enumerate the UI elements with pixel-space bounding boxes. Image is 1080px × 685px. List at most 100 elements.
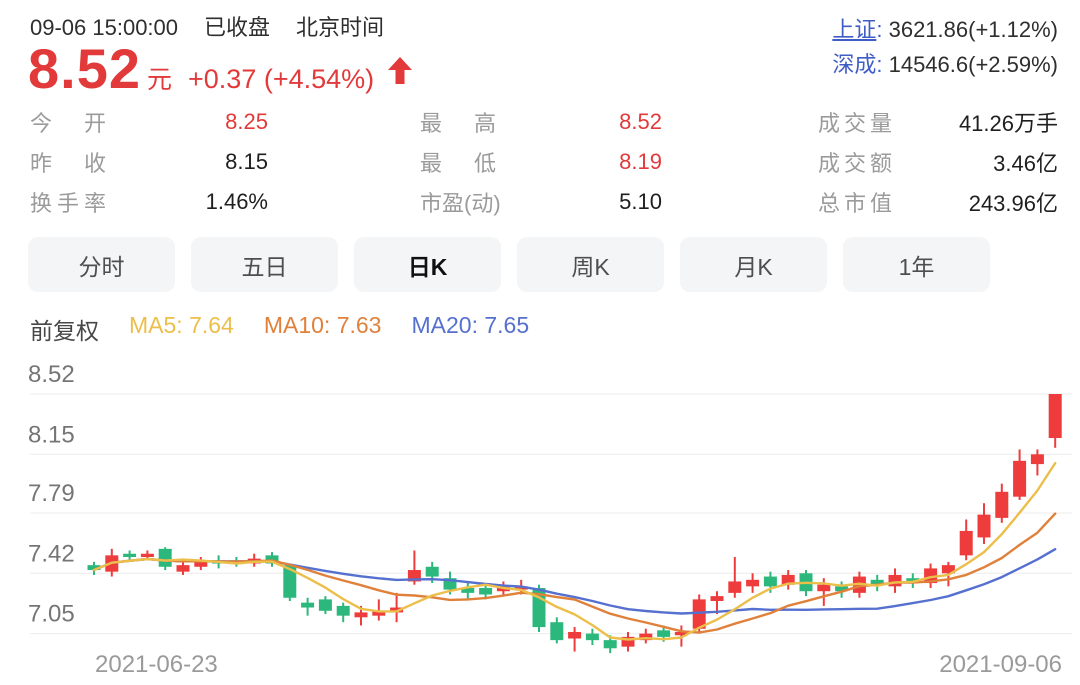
candle-body	[1013, 460, 1027, 497]
stats-column-range: 最高 8.52 最低 8.19 市盈(动) 5.10	[420, 102, 662, 222]
candle-body	[87, 565, 101, 571]
shenzhen-index-value: 14546.6(+2.59%)	[888, 52, 1058, 77]
stat-label: 最低	[420, 151, 496, 176]
stat-value: 243.96亿	[968, 191, 1058, 216]
candle-body	[888, 574, 902, 587]
legend-ma10: MA10: 7.63	[263, 312, 382, 338]
stat-label: 换手率	[30, 191, 106, 216]
candle-body	[407, 570, 421, 582]
candle-body	[461, 587, 475, 593]
candle-body	[1030, 454, 1044, 465]
stat-label: 最高	[420, 111, 496, 136]
stat-row: 总市值 243.96亿	[818, 182, 1058, 222]
shanghai-index-value: 3621.86(+1.12%)	[888, 17, 1058, 42]
chart-legend: 前复权 MA5: 7.64 MA10: 7.63 MA20: 7.65	[30, 312, 529, 346]
stat-label: 成交量	[818, 111, 892, 136]
price-unit: 元	[147, 66, 173, 94]
market-status: 已收盘	[204, 15, 271, 40]
timezone-label: 北京时间	[296, 15, 385, 40]
stat-row: 成交额 3.46亿	[818, 142, 1058, 182]
stat-row: 成交量 41.26万手	[818, 102, 1058, 142]
stat-value: 3.46亿	[993, 151, 1058, 176]
colon: :	[876, 17, 889, 42]
y-axis-tick: 7.05	[28, 601, 75, 628]
stat-label: 市盈(动)	[420, 191, 501, 216]
stat-value: 8.52	[619, 109, 662, 134]
tab-周K[interactable]: 周K	[517, 237, 664, 292]
index-row-shenzhen[interactable]: 深成: 14546.6(+2.59%)	[832, 47, 1058, 82]
candle-body	[781, 574, 795, 585]
stat-row: 市盈(动) 5.10	[420, 182, 662, 222]
y-axis-tick: 8.52	[28, 361, 75, 388]
candle-body	[585, 633, 599, 641]
candle-body	[1048, 394, 1062, 439]
adjust-mode-label[interactable]: 前复权	[30, 318, 99, 344]
candle-body	[692, 599, 706, 629]
candle-body	[870, 579, 884, 585]
stat-label: 今开	[30, 111, 106, 136]
candle-body	[443, 578, 457, 590]
legend-ma20: MA20: 7.65	[411, 312, 530, 338]
stat-row: 今开 8.25	[30, 102, 268, 142]
candle-body	[746, 579, 760, 587]
stats-column-open: 今开 8.25 昨收 8.15 换手率 1.46%	[30, 102, 268, 222]
tab-1年[interactable]: 1年	[843, 237, 990, 292]
tab-五日[interactable]: 五日	[191, 237, 338, 292]
tab-分时[interactable]: 分时	[28, 237, 175, 292]
candle-body	[336, 605, 350, 616]
candle-body	[194, 560, 208, 567]
stat-value: 41.26万手	[958, 111, 1058, 136]
quote-time-row: 09-06 15:00:00 已收盘 北京时间	[30, 10, 410, 42]
index-row-shanghai[interactable]: 上证: 3621.86(+1.12%)	[832, 12, 1058, 47]
price-row: 8.52 元 +0.37 (+4.54%)	[28, 36, 413, 101]
candle-body	[301, 602, 315, 608]
candle-body	[621, 636, 635, 647]
candle-body	[657, 630, 671, 637]
stat-value: 8.19	[619, 149, 662, 174]
candle-body	[941, 565, 955, 574]
candle-body	[924, 568, 938, 584]
candle-body	[639, 633, 653, 641]
candle-body	[835, 586, 849, 592]
candle-body	[728, 581, 742, 593]
colon: :	[876, 52, 889, 77]
stat-value: 8.15	[225, 149, 268, 174]
candle-body	[318, 599, 332, 611]
stat-row: 最高 8.52	[420, 102, 662, 142]
shenzhen-index-link[interactable]: 深成	[832, 52, 877, 77]
market-indices: 上证: 3621.86(+1.12%) 深成: 14546.6(+2.59%)	[832, 12, 1058, 82]
candle-body	[674, 631, 688, 636]
stat-row: 昨收 8.15	[30, 142, 268, 182]
up-arrow-icon	[388, 56, 413, 89]
candle-body	[425, 566, 439, 577]
price-change: +0.37 (+4.54%)	[188, 64, 375, 94]
y-axis-tick: 7.42	[28, 540, 75, 567]
candle-body	[532, 587, 546, 628]
candle-body	[959, 530, 973, 556]
candlestick-chart[interactable]: 8.52 8.15 7.79 7.42 7.05 2021-06-23 2021-09-06	[0, 352, 1080, 685]
candle-body	[390, 607, 404, 613]
current-price: 8.52	[28, 37, 141, 100]
stats-column-volume: 成交量 41.26万手成交额 3.46亿总市值 243.96亿	[818, 102, 1058, 222]
tab-月K[interactable]: 月K	[680, 237, 827, 292]
stat-row: 换手率 1.46%	[30, 182, 268, 222]
y-axis-tick: 7.79	[28, 480, 75, 507]
candle-body	[995, 491, 1009, 518]
candle-body	[817, 584, 831, 592]
candle-body	[514, 586, 528, 590]
candle-body	[906, 578, 920, 582]
candle-body	[568, 631, 582, 639]
candle-body	[123, 553, 137, 557]
stat-row: 最低 8.19	[420, 142, 662, 182]
stat-value: 1.46%	[205, 189, 268, 214]
stat-label: 总市值	[818, 191, 892, 216]
candle-body	[140, 553, 154, 557]
candle-body	[158, 548, 172, 567]
legend-ma5: MA5: 7.64	[129, 312, 234, 338]
stat-label: 昨收	[30, 151, 106, 176]
ma-line	[92, 461, 1057, 641]
tab-日K[interactable]: 日K	[354, 237, 501, 292]
candle-body	[372, 610, 386, 616]
shanghai-index-link[interactable]: 上证	[832, 17, 877, 42]
